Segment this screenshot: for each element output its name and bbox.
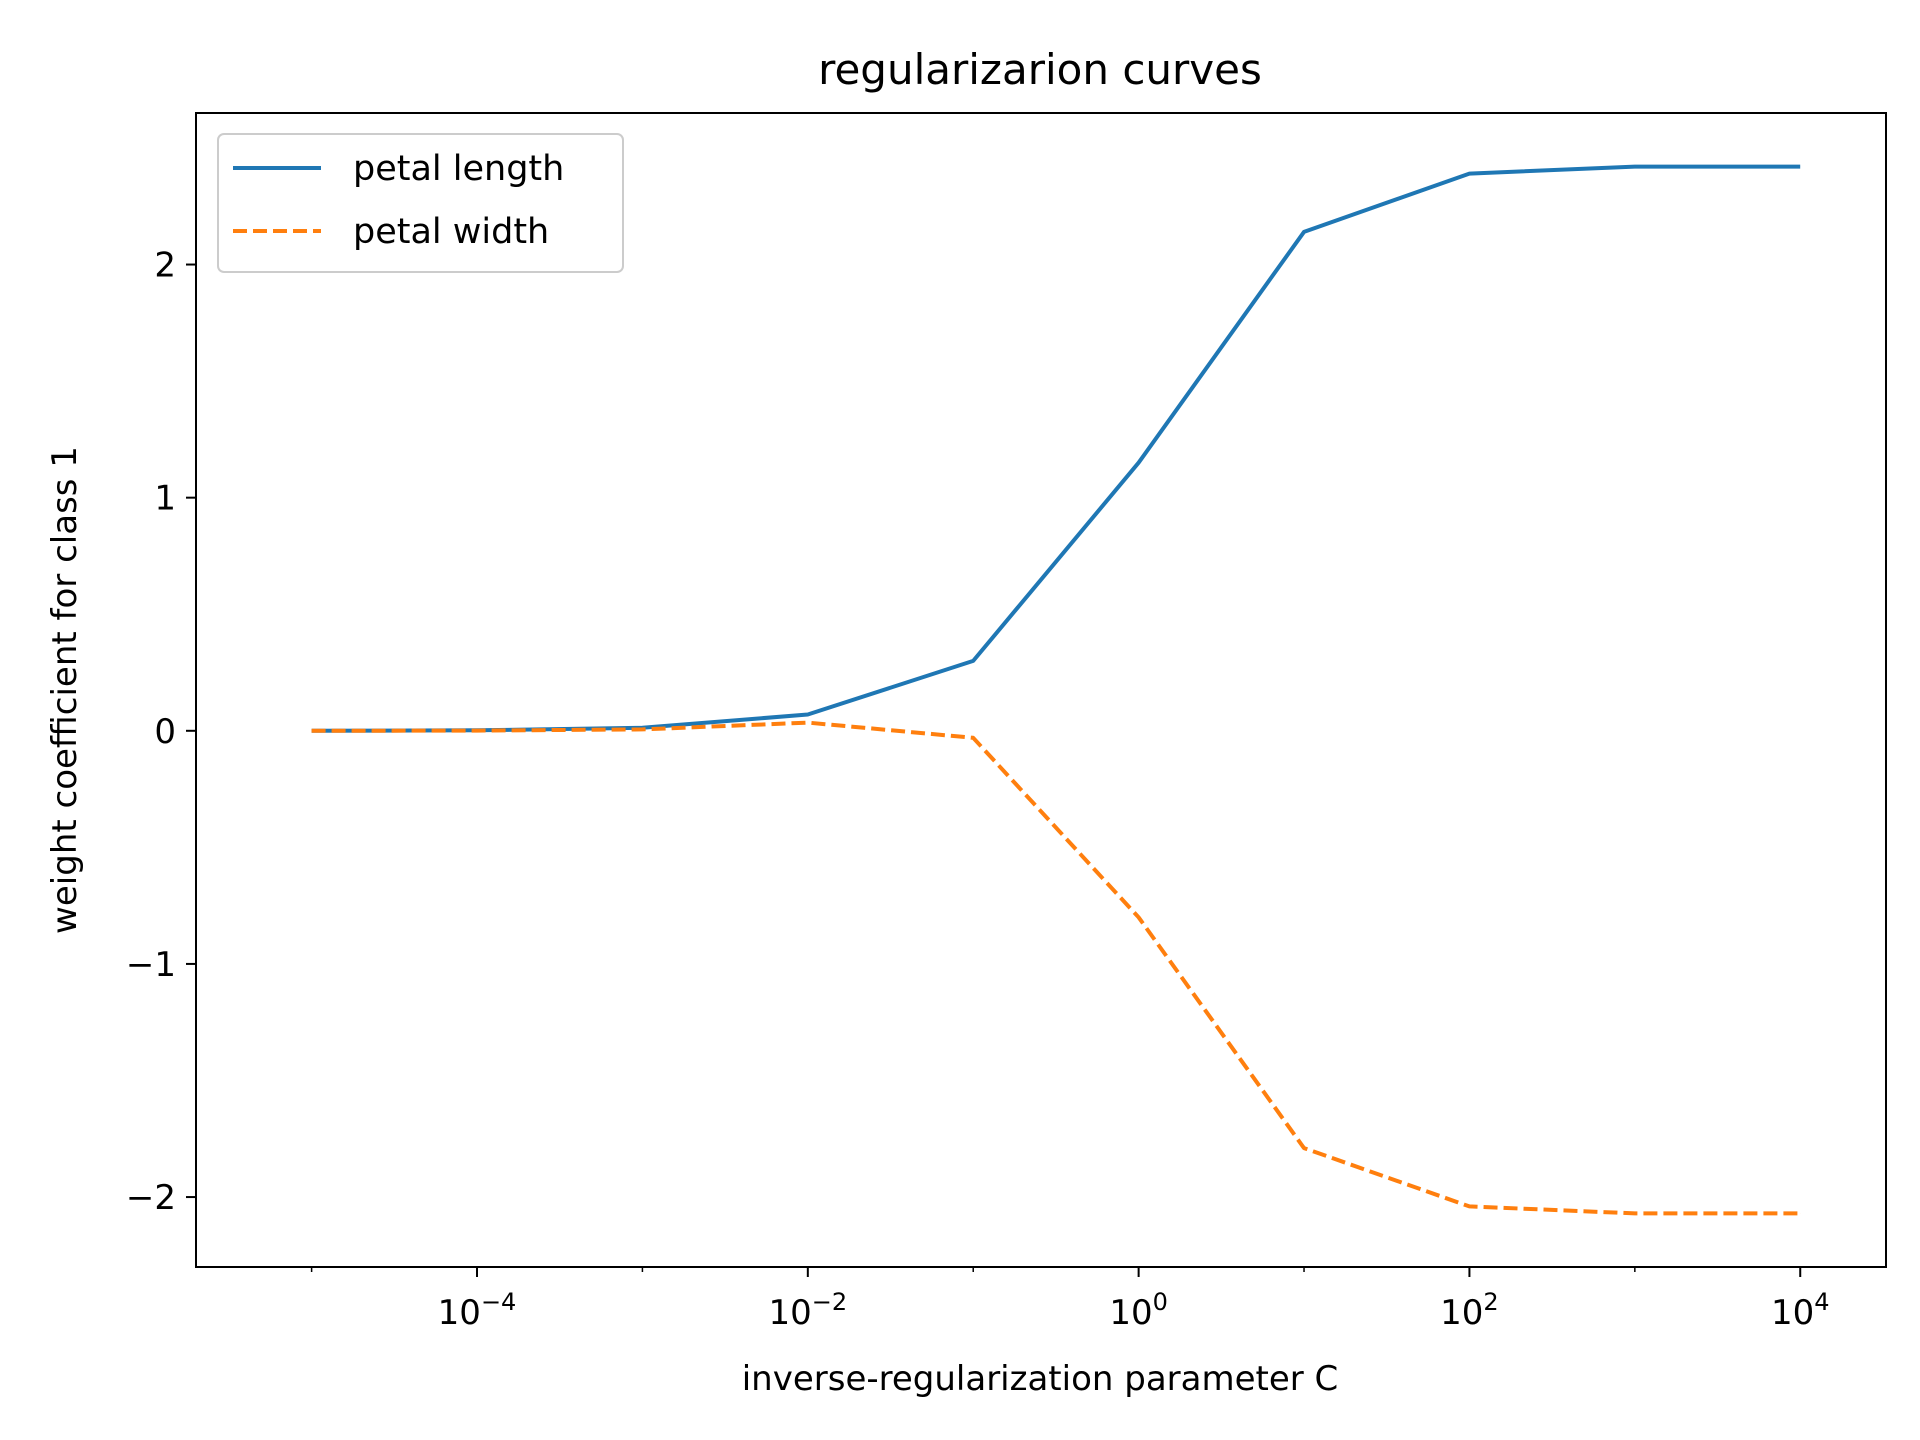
y-tick-label: −2 <box>126 1178 176 1218</box>
x-tick-label: 10−2 <box>768 1288 847 1333</box>
series-layer <box>311 164 1801 1216</box>
legend: petal length petal width <box>217 133 624 273</box>
x-axis: 10−4 10−2 100 102 104 <box>310 1267 1830 1333</box>
x-tick-label: 102 <box>1440 1288 1499 1333</box>
chart-title: regularizarion curves <box>818 45 1262 94</box>
x-tick-label: 10−4 <box>438 1288 517 1333</box>
x-axis-label: inverse-regularization parameter C <box>742 1359 1339 1399</box>
plot-area <box>195 112 1887 1268</box>
x-tick-label: 100 <box>1109 1288 1168 1333</box>
plot-frame <box>195 112 1887 1268</box>
x-tick-label: 104 <box>1771 1288 1830 1333</box>
legend-label-petal-width: petal width <box>353 212 549 252</box>
y-axis-label: weight coefficient for class 1 <box>45 446 85 934</box>
series-line-petal-width <box>311 720 1801 1216</box>
y-axis: −2 −1 0 1 2 <box>126 246 196 1218</box>
y-tick-label: 2 <box>154 246 176 286</box>
y-tick-label: 0 <box>154 712 176 752</box>
y-tick-label: 1 <box>154 479 176 519</box>
legend-label-petal-length: petal length <box>353 149 564 189</box>
y-tick-label: −1 <box>126 945 176 985</box>
